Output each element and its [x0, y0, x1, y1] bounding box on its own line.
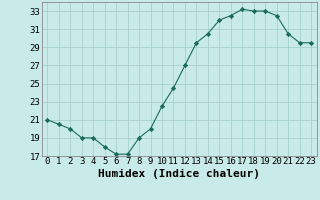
X-axis label: Humidex (Indice chaleur): Humidex (Indice chaleur)	[98, 169, 260, 179]
